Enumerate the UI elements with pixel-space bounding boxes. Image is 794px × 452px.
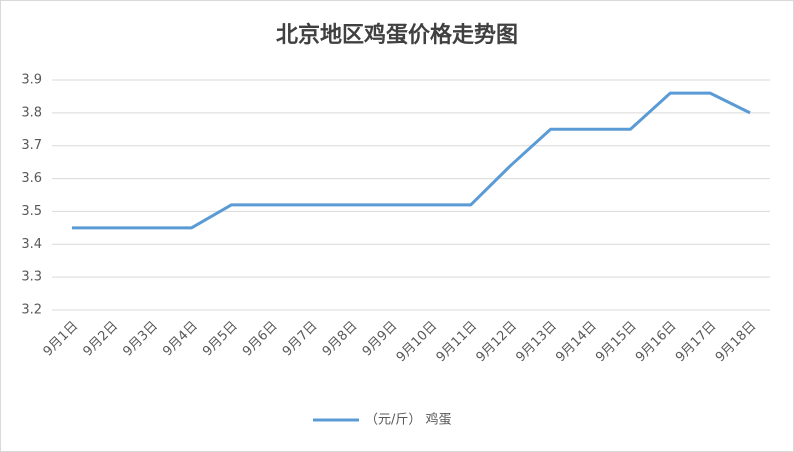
y-tick-label: 3.2 (21, 303, 42, 318)
y-tick-label: 3.3 (21, 270, 42, 285)
y-tick-label: 3.4 (21, 237, 42, 252)
line-series (71, 91, 751, 230)
y-tick-label: 3.7 (21, 138, 42, 153)
y-tick-label: 3.8 (21, 105, 42, 120)
chart-title: 北京地区鸡蛋价格走势图 (276, 22, 518, 48)
y-tick-label: 3.5 (21, 204, 42, 219)
y-tick-label: 3.6 (21, 171, 42, 186)
legend-label: （元/斤） 鸡蛋 (365, 412, 452, 428)
y-tick-label: 3.9 (21, 73, 42, 88)
